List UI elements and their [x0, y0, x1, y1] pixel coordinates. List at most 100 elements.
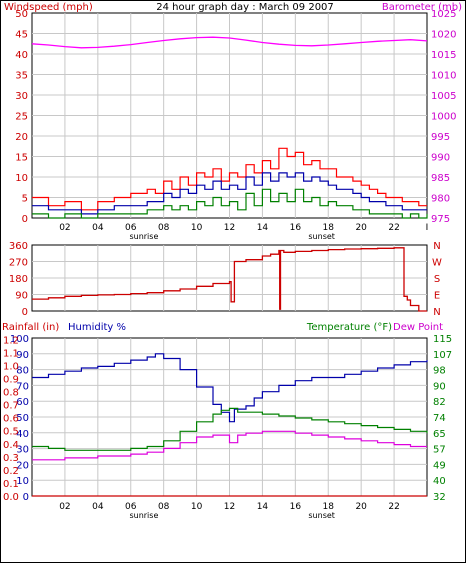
wind-low-series: [32, 188, 428, 219]
barometer-tick-label: 1005: [431, 91, 456, 102]
dewpoint-series: [32, 430, 427, 461]
temperature-series: [32, 407, 428, 451]
windspeed-tick-label: 25: [15, 112, 28, 123]
rainfall-tick-label: 0.8: [3, 388, 19, 399]
direction-compass-tick: E: [434, 291, 440, 302]
barometer-series: [31, 36, 428, 49]
rainfall-tick-label: 0.4: [3, 440, 19, 451]
humidity-tick-label: 50: [16, 413, 29, 424]
x-tick-label: 08: [158, 502, 170, 512]
rainfall-tick-label: 0.6: [3, 414, 19, 425]
chart-title: 24 hour graph day : March 09 2007: [156, 2, 334, 13]
temperature-tick-label: 74: [433, 413, 446, 424]
x-tick-label: 20: [355, 502, 367, 512]
humidity-tick-label: 60: [16, 397, 29, 408]
x-tick-label: 12: [224, 223, 235, 233]
humidity-tick-label: 20: [16, 460, 29, 471]
barometer-tick-label: 975: [431, 214, 450, 225]
humidity-tick-label: 100: [10, 334, 29, 345]
temperature-tick-label: 40: [433, 476, 446, 487]
x-tick-label: 02: [59, 223, 70, 233]
barometer-tick-label: 995: [431, 132, 450, 143]
x-tick-label: 22: [388, 502, 399, 512]
windspeed-tick-label: 50: [15, 9, 28, 20]
direction-degree-tick: 360: [9, 241, 28, 252]
direction-compass-tick: W: [432, 258, 442, 269]
direction-compass-tick: N: [433, 307, 440, 318]
barometer-tick-label: 990: [431, 153, 450, 164]
windspeed-tick-label: 30: [15, 91, 28, 102]
rainfall-tick-label: 1.2: [3, 335, 19, 346]
barometer-tick-label: 1010: [431, 71, 456, 82]
humidity-tick-label: 0: [23, 492, 29, 503]
humidity-temperature-panel: 0 10 20 30 40 50 60 70 80 90 100 0.0 0.1 0.2 0.3 0.4 0.5…: [2, 322, 452, 520]
direction-degree-tick: 180: [9, 274, 28, 285]
x-end-label: I: [426, 223, 429, 233]
sunrise-label: sunrise: [129, 511, 158, 520]
x-tick-label: 18: [323, 502, 335, 512]
x-tick-label: 20: [355, 223, 367, 233]
windspeed-tick-label: 45: [15, 30, 28, 41]
direction-degree-tick: 0: [22, 307, 28, 318]
temperature-axis-label: Temperature (°F): [306, 322, 392, 333]
sunset-label: sunset: [308, 511, 335, 520]
x-tick-label: 04: [92, 223, 104, 233]
rainfall-tick-label: 1.1: [3, 348, 19, 359]
rainfall-tick-label: 0.1: [3, 479, 19, 490]
x-tick-label: 10: [191, 502, 203, 512]
wind-gust-series: [32, 147, 427, 211]
temperature-tick-label: 57: [433, 445, 446, 456]
windspeed-tick-label: 35: [15, 71, 28, 82]
x-tick-label: 08: [158, 223, 170, 233]
windspeed-tick-label: 20: [15, 132, 28, 143]
humidity-tick-label: 70: [16, 381, 29, 392]
direction-compass-tick: N: [433, 241, 440, 252]
rainfall-tick-label: 0.3: [3, 453, 19, 464]
temperature-tick-label: 65: [433, 429, 446, 440]
temperature-tick-label: 115: [433, 334, 452, 345]
rainfall-tick-label: 0.2: [3, 466, 19, 477]
barometer-tick-label: 1000: [431, 112, 456, 123]
humidity-tick-label: 10: [16, 476, 29, 487]
windspeed-tick-label: 0: [22, 214, 28, 225]
x-tick-label: 10: [191, 223, 203, 233]
humidity-tick-label: 40: [16, 429, 29, 440]
x-tick-label: 14: [257, 502, 269, 512]
temperature-tick-label: 32: [433, 492, 446, 503]
windspeed-tick-label: 10: [15, 173, 28, 184]
wind-direction-series: [32, 247, 427, 312]
windspeed-tick-label: 15: [15, 153, 28, 164]
temperature-tick-label: 98: [433, 366, 446, 377]
humidity-axis-label: Humidity %: [68, 322, 126, 333]
barometer-tick-label: 985: [431, 173, 450, 184]
x-tick-label: 18: [323, 223, 335, 233]
windspeed-tick-label: 40: [15, 50, 28, 61]
sunset-label: sunset: [308, 232, 335, 241]
humidity-tick-label: 80: [16, 366, 29, 377]
x-tick-label: 12: [224, 502, 235, 512]
temperature-tick-label: 107: [433, 350, 452, 361]
barometer-tick-label: 1025: [431, 9, 456, 20]
rainfall-tick-label: 0.0: [3, 492, 19, 503]
x-tick-label: 16: [290, 502, 302, 512]
rainfall-tick-label: 0.5: [3, 427, 19, 438]
windspeed-tick-label: 5: [22, 194, 28, 205]
x-tick-label: 22: [388, 223, 399, 233]
dewpoint-axis-label: Dew Point: [393, 322, 443, 333]
rainfall-axis-label: Rainfall (in): [2, 322, 59, 333]
sunrise-label: sunrise: [129, 232, 158, 241]
humidity-series: [32, 353, 428, 423]
x-tick-label: 16: [290, 223, 302, 233]
barometer-tick-label: 1015: [431, 50, 456, 61]
rainfall-tick-label: 0.7: [3, 401, 19, 412]
wind-barometer-panel: 0510152025303540455097598098599099510001…: [4, 2, 462, 241]
direction-compass-tick: S: [434, 274, 440, 285]
rainfall-tick-label: 1.0: [3, 361, 19, 372]
direction-degree-tick: 270: [9, 258, 28, 269]
barometer-axis-label: Barometer (mb): [382, 2, 462, 13]
direction-degree-tick: 90: [15, 291, 28, 302]
wind-average-series: [32, 172, 427, 215]
x-tick-label: 06: [125, 223, 137, 233]
